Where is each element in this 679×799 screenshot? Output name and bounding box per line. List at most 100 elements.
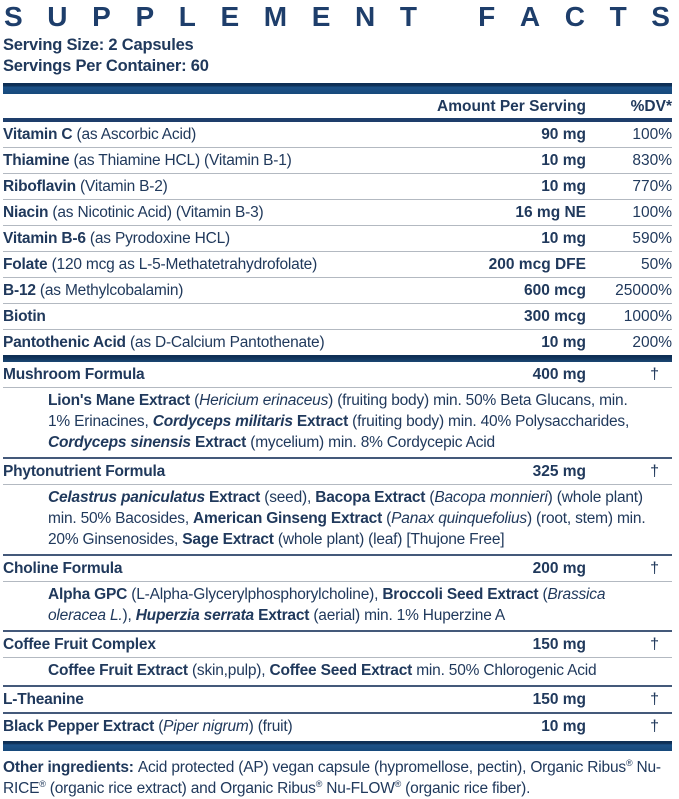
text-run: Mushroom Formula — [3, 366, 145, 384]
text-run: Phytonutrient Formula — [3, 463, 165, 481]
text-run: Folate — [3, 256, 52, 274]
ingredient-name: Coffee Fruit Complex — [3, 635, 426, 654]
percent-dv-value: 100% — [632, 204, 672, 222]
text-run: Coffee Fruit Extract — [48, 662, 192, 680]
text-run: ( — [542, 586, 548, 604]
text-run: Hericium erinaceus — [199, 392, 329, 410]
nutrient-row: Folate (120 mcg as L-5-Methatetrahydrofo… — [3, 251, 672, 277]
amount-per-serving-value: 16 mg NE — [515, 204, 586, 222]
text-run: Alpha GPC — [48, 586, 132, 604]
percent-dv-value: † — [586, 690, 672, 709]
nutrient-row: Riboflavin (Vitamin B-2) 10 mg 770% — [3, 173, 672, 199]
title-letter: T — [609, 1, 627, 32]
percent-dv-value: † — [586, 717, 672, 736]
nutrient-row: Thiamine (as Thiamine HCL) (Vitamin B-1)… — [3, 147, 672, 173]
text-run: Vitamin C — [3, 126, 77, 144]
text-run: min. 50% Chlorogenic Acid — [416, 662, 597, 680]
formula-row: Choline Formula 200 mg † — [3, 554, 672, 581]
percent-dv-value: † — [586, 365, 672, 384]
dagger-symbol: † — [650, 636, 659, 654]
amount-per-serving-value: 400 mg — [532, 366, 586, 384]
text-run: Bacopa monnieri — [434, 489, 548, 507]
formula-detail: Alpha GPC (L-Alpha-Glycerylphosphorylcho… — [3, 581, 672, 630]
title-letter: C — [564, 1, 585, 32]
formula-detail: Lion's Mane Extract (Hericium erinaceus)… — [3, 387, 672, 457]
nutrient-row: B-12 (as Methylcobalamin) 600 mcg 25000% — [3, 277, 672, 303]
dagger-symbol: † — [650, 463, 659, 481]
formula-detail-text: Alpha GPC (L-Alpha-Glycerylphosphorylcho… — [48, 584, 648, 626]
text-run: Extract — [258, 607, 314, 625]
formula-row: Phytonutrient Formula 325 mg † — [3, 457, 672, 484]
percent-dv-value: † — [586, 635, 672, 654]
ingredient-name: Pantothenic Acid (as D-Calcium Pantothen… — [3, 333, 426, 352]
amount-per-serving-value: 90 mg — [541, 126, 586, 144]
text-run: ( — [194, 392, 200, 410]
percent-dv-value: 200% — [632, 334, 672, 352]
percent-dv-value: † — [586, 462, 672, 481]
header-percent-dv: %DV* — [630, 98, 672, 116]
title-letter: E — [220, 1, 240, 32]
ingredient-name: Mushroom Formula — [3, 365, 426, 384]
text-run: (120 mcg as L-5-Methatetrahydrofolate) — [51, 256, 318, 274]
amount-per-serving-value: 200 mcg DFE — [488, 256, 586, 274]
serving-size: Serving Size: 2 Capsules — [3, 36, 194, 55]
amount-per-serving-value: 10 mg — [541, 178, 586, 196]
text-run: (as Ascorbic Acid) — [76, 126, 197, 144]
ingredient-name: B-12 (as Methylcobalamin) — [3, 281, 426, 300]
text-run: (as Methylcobalamin) — [39, 282, 184, 300]
text-run: ® — [625, 758, 633, 769]
amount-per-serving-value: 150 mg — [532, 691, 586, 709]
text-run: Cordyceps militaris — [152, 413, 297, 431]
nutrient-row: Vitamin B-6 (as Pyrodoxine HCL) 10 mg 590% — [3, 225, 672, 251]
formula-detail: Celastrus paniculatus Extract (seed), Ba… — [3, 484, 672, 554]
title-letter: S — [651, 1, 670, 32]
text-run: ( — [158, 718, 164, 736]
text-run: Coffee Fruit Complex — [3, 636, 156, 654]
formula-detail-text: Coffee Fruit Extract (skin,pulp), Coffee… — [48, 660, 648, 681]
text-run: Black Pepper Extract — [3, 718, 159, 736]
ingredient-name: L-Theanine — [3, 690, 426, 709]
title-letter: U — [47, 1, 68, 32]
dagger-symbol: † — [650, 366, 659, 384]
text-run: Extract — [208, 489, 265, 507]
title-letter: L — [178, 1, 196, 32]
percent-dv-value: 770% — [632, 178, 672, 196]
text-run: L-Theanine — [3, 691, 84, 709]
text-run: ), — [122, 607, 136, 625]
title-letter: S — [4, 1, 23, 32]
dagger-symbol: † — [650, 718, 659, 736]
formula-row: Black Pepper Extract (Piper nigrum) (fru… — [3, 712, 672, 739]
text-run: Extract — [296, 413, 353, 431]
text-run: (as Nicotinic Acid) (Vitamin B-3) — [52, 204, 264, 222]
divider-mid — [3, 355, 672, 363]
text-run: Lion's Mane Extract — [48, 392, 195, 410]
text-run: Other ingredients: — [3, 759, 138, 777]
text-run: (whole plant) (leaf) [Thujone Free] — [277, 531, 505, 549]
amount-per-serving-value: 200 mg — [532, 560, 586, 578]
text-run: Extract — [194, 434, 251, 452]
text-run: ( — [429, 489, 435, 507]
text-run: Bacopa Extract — [315, 489, 430, 507]
header-amount-per-serving: Amount Per Serving — [437, 98, 586, 116]
formula-row: Coffee Fruit Complex 150 mg † — [3, 630, 672, 657]
ingredient-name: Black Pepper Extract (Piper nigrum) (fru… — [3, 717, 426, 736]
text-run: Riboflavin — [3, 178, 81, 196]
nutrient-row: Pantothenic Acid (as D-Calcium Pantothen… — [3, 329, 672, 355]
text-run: B-12 — [3, 282, 40, 300]
ingredient-table: Vitamin C (as Ascorbic Acid) 90 mg 100% Thi… — [3, 122, 672, 739]
text-run: Celastrus paniculatus — [48, 489, 209, 507]
ingredient-name: Thiamine (as Thiamine HCL) (Vitamin B-1) — [3, 151, 426, 170]
text-run: Huperzia serrata — [135, 607, 259, 625]
text-run: ( — [386, 510, 392, 528]
amount-per-serving-value: 325 mg — [532, 463, 586, 481]
text-run: Broccoli Seed Extract — [382, 586, 543, 604]
nutrient-row: Biotin 300 mcg 1000% — [3, 303, 672, 329]
text-run: Coffee Seed Extract — [269, 662, 417, 680]
formula-detail-text: Lion's Mane Extract (Hericium erinaceus)… — [48, 390, 648, 453]
amount-per-serving-value: 10 mg — [541, 718, 586, 736]
text-run: (skin,pulp), — [191, 662, 270, 680]
text-run: Thiamine — [3, 152, 74, 170]
percent-dv-value: † — [586, 559, 672, 578]
text-run: (mycelium) min. 8% Cordycepic Acid — [250, 434, 495, 452]
